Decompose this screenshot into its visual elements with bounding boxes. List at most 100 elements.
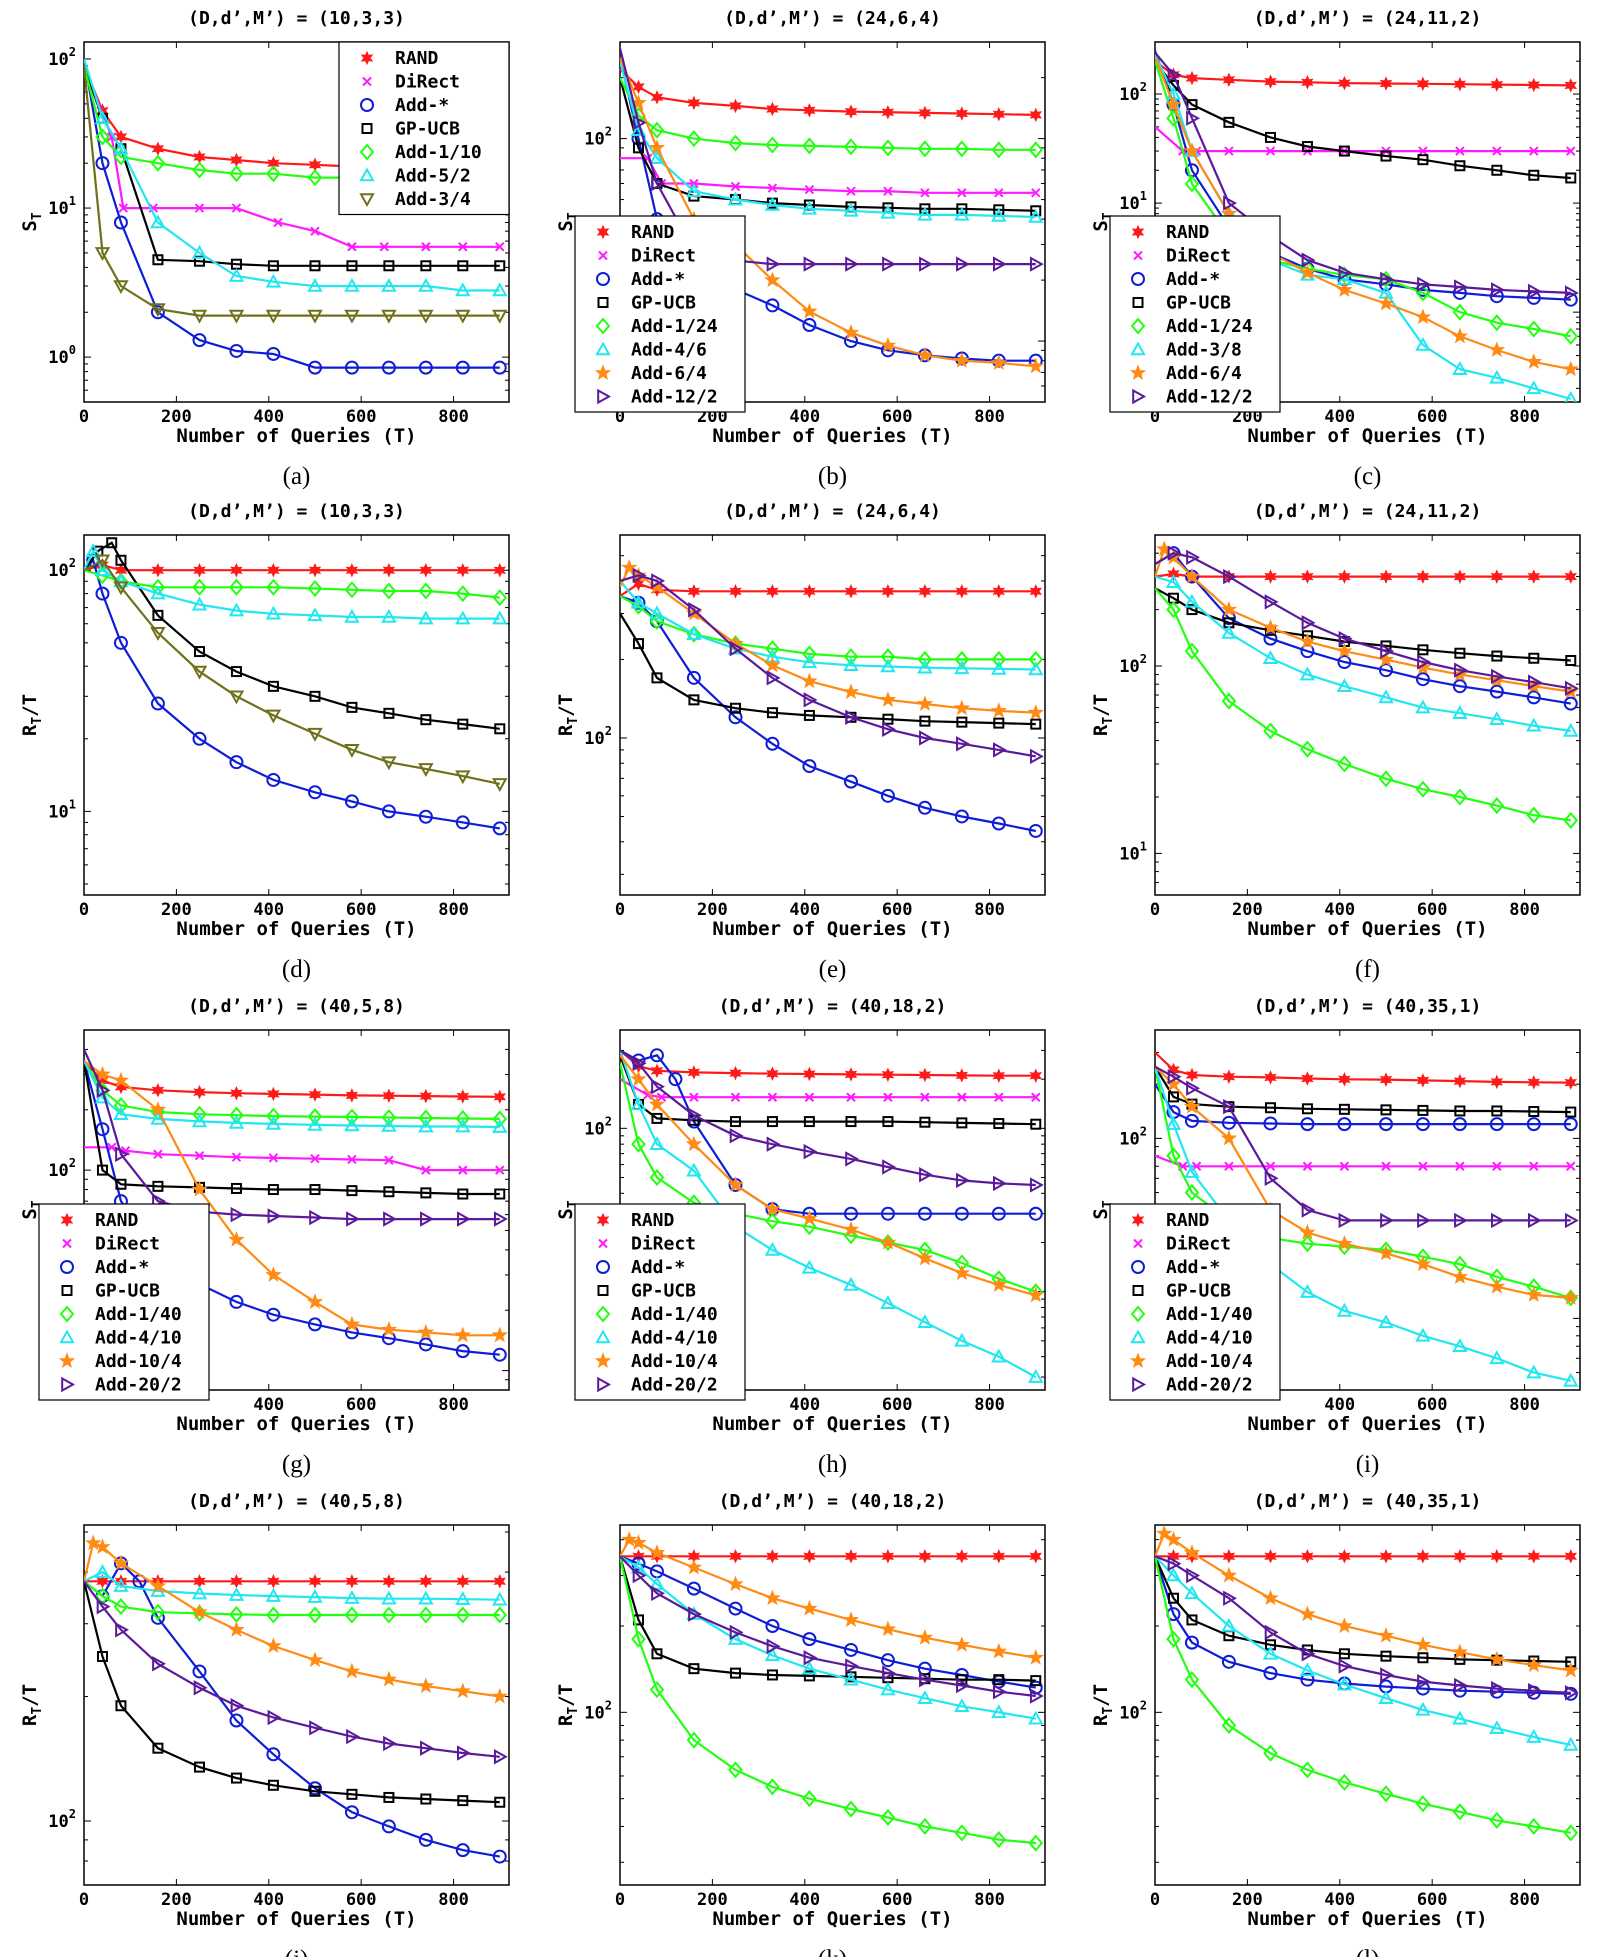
data-point-Add-4/6 <box>801 200 818 215</box>
data-point-RAND <box>193 1084 206 1100</box>
data-point-Add-12/2 <box>1167 545 1182 561</box>
data-point-RAND <box>1416 1073 1430 1088</box>
data-point-Add-3/8 <box>1452 361 1468 375</box>
data-point-Add-1/40 <box>381 1606 397 1624</box>
data-point-Add-4/10 <box>113 1106 129 1121</box>
chart-title: (D,d’,M’) = (24,6,4) <box>724 501 941 522</box>
data-point-Add-20/2 <box>766 1638 781 1654</box>
data-point-Add-* <box>418 1832 433 1847</box>
legend-label: GP-UCB <box>631 293 696 314</box>
x-tick-label: 800 <box>1509 900 1540 920</box>
data-point-Add-4/10 <box>917 1690 933 1705</box>
data-point-Add-5/2 <box>94 562 111 577</box>
series-line-GP-UCB <box>620 1555 1036 1682</box>
data-point-GP-UCB <box>383 260 395 272</box>
data-point-GP-UCB <box>230 1772 242 1784</box>
data-point-GP-UCB <box>1528 652 1540 664</box>
legend-label: Add-1/24 <box>631 316 718 337</box>
data-point-Add-1/40 <box>1337 1773 1352 1791</box>
data-point-Add-4/10 <box>880 1295 896 1309</box>
data-point-DiRect <box>1566 146 1576 156</box>
legend-label: Add-3/4 <box>395 189 471 210</box>
data-point-Add-1/24 <box>1028 650 1044 668</box>
data-point-Add-4/10 <box>1378 1314 1394 1329</box>
series-line-Add-4/6 <box>620 61 1036 219</box>
chart-panel-h: (D,d’,M’) = (40,18,2) 400 600 800 102 ST Numbe… <box>555 996 1046 1478</box>
data-point-Add-4/10 <box>764 1647 781 1662</box>
data-point-RAND <box>918 584 932 599</box>
data-point-Add-10/4 <box>191 1180 208 1197</box>
data-point-Add-4/10 <box>1184 1585 1200 1600</box>
data-point-Add-4/10 <box>307 1116 323 1131</box>
data-point-RAND <box>1490 569 1504 584</box>
x-axis-label: Number of Queries (T) <box>176 425 416 447</box>
data-point-RAND <box>1564 1075 1578 1090</box>
panel-caption: (e) <box>819 956 847 983</box>
data-point-Add-10/4 <box>916 1249 934 1266</box>
data-point-Add-* <box>1184 1113 1199 1128</box>
legend: RANDDiRectAdd-*GP-UCBAdd-1/24Add-4/6Add-… <box>574 215 746 413</box>
x-tick-label: 400 <box>1324 1890 1355 1910</box>
data-point-Add-1/24 <box>1221 692 1237 710</box>
data-point-Add-4/10 <box>1452 1710 1468 1725</box>
data-point-Add-* <box>802 318 817 333</box>
data-point-RAND <box>345 1574 359 1589</box>
data-point-Add-1/10 <box>418 582 434 600</box>
data-point-DiRect <box>153 1149 163 1159</box>
x-axis-label: Number of Queries (T) <box>176 918 416 940</box>
data-point-Add-5/2 <box>455 282 471 297</box>
data-point-Add-3/8 <box>1165 574 1182 588</box>
data-point-Add-* <box>192 333 207 348</box>
data-point-DiRect <box>347 1154 357 1165</box>
data-point-Add-1/40 <box>1489 1811 1505 1829</box>
data-point-Add-1/40 <box>1263 1744 1278 1762</box>
data-point-Add-1/24 <box>917 140 933 158</box>
data-point-Add-1/40 <box>1452 1803 1468 1821</box>
x-tick-label: 0 <box>79 1890 89 1910</box>
data-point-Add-20/2 <box>688 1107 702 1124</box>
legend-marker-Add-* <box>360 98 374 112</box>
data-point-Add-20/2 <box>96 1598 111 1615</box>
data-point-Add-* <box>229 1713 244 1728</box>
data-point-Add-20/2 <box>1301 1646 1316 1662</box>
x-axis-label: Number of Queries (T) <box>712 918 952 940</box>
data-point-RAND <box>1338 1549 1351 1564</box>
data-point-Add-6/4 <box>842 324 860 340</box>
data-point-Add-20/2 <box>152 1656 166 1672</box>
data-point-Add-20/2 <box>1223 1590 1237 1606</box>
data-point-Add-* <box>991 1206 1006 1221</box>
data-point-RAND <box>955 1549 969 1564</box>
data-point-Add-1/24 <box>1166 601 1181 619</box>
legend-marker-RAND <box>1131 224 1145 240</box>
data-point-Add-5/2 <box>94 110 111 125</box>
data-point-Add-20/2 <box>1186 1080 1201 1096</box>
data-point-GP-UCB <box>688 1663 700 1675</box>
legend-marker-GP-UCB <box>1132 297 1144 308</box>
data-point-Add-3/4 <box>344 744 360 758</box>
legend-label: Add-1/40 <box>631 1304 718 1325</box>
legend-marker-Add-3/4 <box>359 193 375 208</box>
data-point-GP-UCB <box>803 1670 815 1682</box>
data-point-RAND <box>918 1067 932 1083</box>
data-point-Add-1/24 <box>1184 175 1200 193</box>
data-point-Add-10/4 <box>842 1611 860 1628</box>
data-point-Add-4/10 <box>492 1118 508 1133</box>
data-point-GP-UCB <box>1491 1105 1503 1117</box>
data-point-Add-3/4 <box>344 309 360 324</box>
panel-caption: (a) <box>283 463 311 490</box>
data-point-Add-1/24 <box>843 648 859 666</box>
data-point-DiRect <box>767 1092 778 1102</box>
data-point-Add-1/40 <box>418 1109 434 1127</box>
data-point-Add-1/24 <box>954 650 970 668</box>
data-point-DiRect <box>1265 146 1276 156</box>
data-point-RAND <box>1379 76 1393 91</box>
y-axis-label: ST <box>555 1200 581 1219</box>
data-point-Add-6/4 <box>1183 567 1201 584</box>
y-axis-label: ST <box>1090 212 1116 231</box>
x-tick-label: 800 <box>438 900 469 920</box>
data-point-Add-5/2 <box>113 140 129 155</box>
data-point-RAND <box>766 101 779 117</box>
data-point-Add-10/4 <box>801 1599 818 1616</box>
data-point-RAND <box>1264 74 1277 89</box>
data-point-Add-1/10 <box>307 579 323 598</box>
